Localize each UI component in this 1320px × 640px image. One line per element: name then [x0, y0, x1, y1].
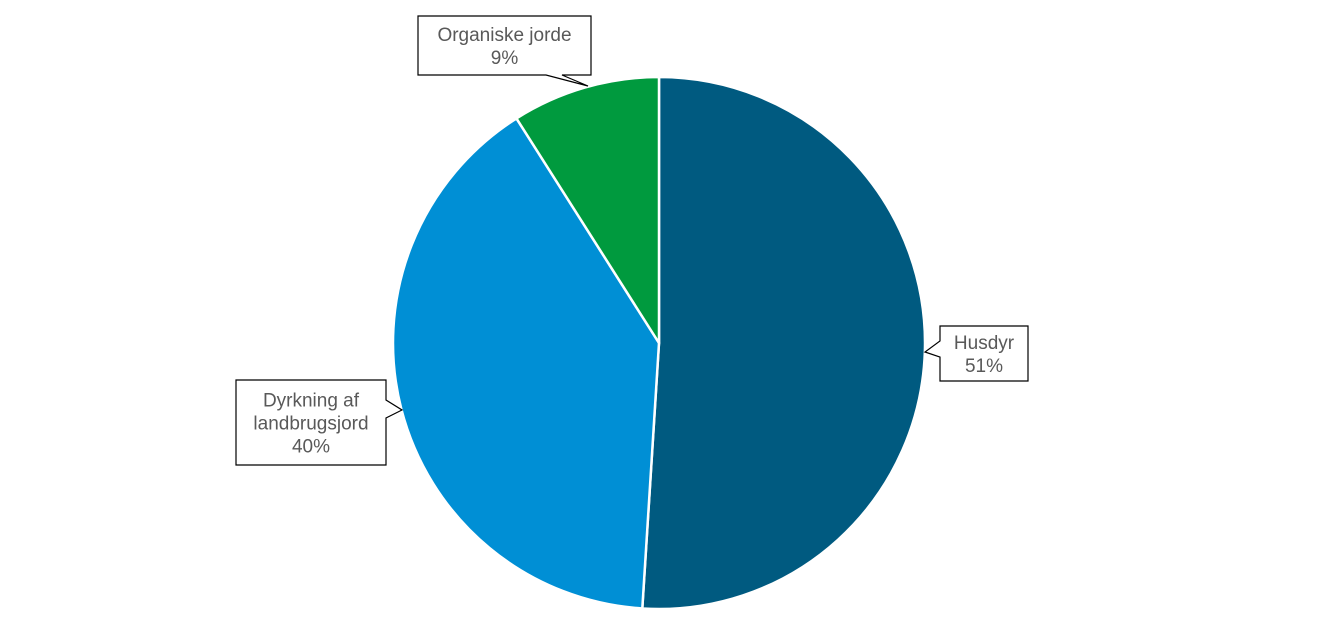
- callout-box: [235, 379, 404, 466]
- pie-slices: [391, 75, 927, 611]
- callout-percent-label: 40%: [292, 437, 330, 458]
- callout-box: [923, 325, 1029, 382]
- callout-name-label: Dyrkning af: [263, 391, 360, 412]
- callout-box: [417, 15, 592, 87]
- callout-name-label: Organiske jorde: [437, 25, 571, 46]
- callout-percent-label: 51%: [965, 356, 1003, 377]
- callout-percent-label: 9%: [491, 48, 519, 69]
- callout-name-label: Husdyr: [954, 333, 1015, 354]
- callout-name-label: landbrugsjord: [253, 414, 368, 435]
- pie-slice-organiske-jorde: [515, 75, 661, 345]
- pie-slice-husdyr: [641, 75, 927, 611]
